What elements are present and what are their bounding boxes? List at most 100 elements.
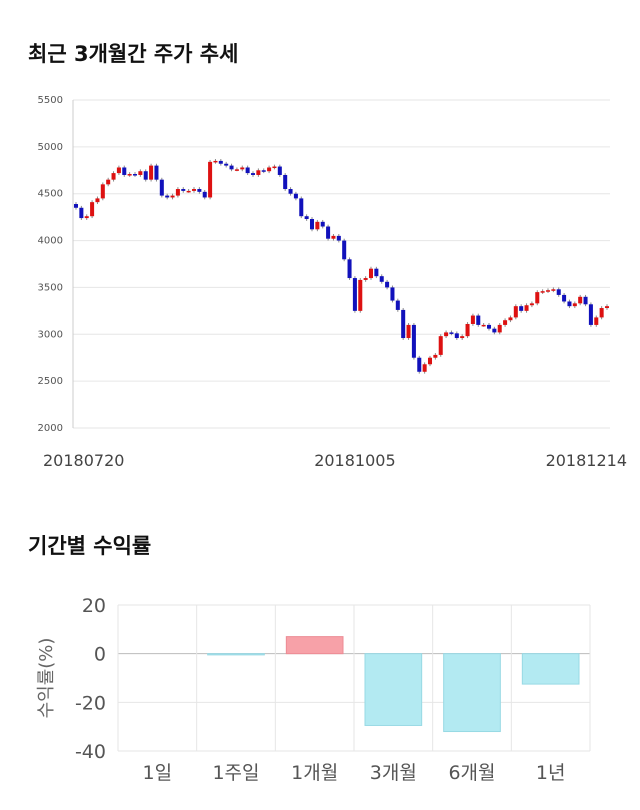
x-tick-label: 1주일 (212, 762, 259, 784)
candle-body (379, 276, 384, 282)
candle-body (551, 289, 556, 291)
x-tick-label: 1년 (536, 762, 566, 784)
x-tick-label: 1개월 (291, 762, 338, 784)
x-tick-label: 20181214 (546, 451, 627, 470)
candle-body (529, 303, 534, 306)
candle-body (191, 189, 197, 191)
candle-body (159, 179, 164, 196)
y-tick-label: 5000 (38, 142, 63, 153)
candle-body (524, 305, 529, 311)
candle-body (218, 160, 223, 164)
candle-body (336, 235, 341, 241)
candle-body (444, 332, 449, 337)
candle-body (470, 315, 475, 324)
candle-body (261, 170, 266, 172)
candle-body (267, 167, 272, 172)
x-tick-label: 3개월 (370, 762, 417, 784)
candle-body (277, 166, 282, 175)
return-bar (364, 653, 423, 726)
candle-body (208, 161, 213, 198)
x-tick-label: 6개월 (448, 762, 495, 784)
price-chart-title: 최근 3개월간 주가 추세 (28, 42, 239, 66)
candle-body (197, 189, 202, 192)
candle-body (449, 332, 454, 334)
x-tick-label: 20181005 (314, 451, 395, 470)
candle-body (95, 198, 100, 203)
candle-body (250, 173, 256, 175)
candle-body (288, 189, 293, 194)
candle-body (513, 306, 518, 318)
return-chart-title: 기간별 수익률 (28, 534, 152, 558)
period-return-bar-chart: 20 0 -20 -40 수익률(%) 1일 1주일 1개월 3개월 6개월 1년 (36, 595, 591, 784)
candle-body (411, 324, 416, 358)
y-tick-label: -40 (75, 741, 106, 763)
price-candlestick-chart: 2000 2500 3000 3500 4000 4500 5000 5500 20180720… (38, 95, 627, 470)
candle-body (417, 357, 422, 372)
candle-body (567, 301, 572, 307)
candle-body (224, 163, 229, 166)
candle-body (556, 289, 561, 295)
candle-body (508, 317, 513, 321)
candle-body (283, 174, 288, 190)
candle-body (497, 324, 502, 333)
y-tick-label: 4500 (38, 189, 63, 200)
candle-body (578, 296, 583, 304)
candle-body (374, 268, 379, 277)
candle-body (229, 165, 234, 170)
candle-body (599, 308, 604, 318)
y-tick-label: 0 (94, 644, 106, 666)
candle-body (486, 324, 492, 329)
candle-body (481, 324, 486, 327)
candle-body (84, 216, 89, 219)
candle-body (422, 364, 427, 372)
return-bar (285, 636, 344, 655)
candle-body (401, 309, 406, 339)
candle-body (406, 324, 411, 339)
candle-body (175, 189, 180, 196)
candle-body (256, 170, 261, 175)
y-tick-label: 5500 (38, 95, 63, 106)
candle-body (519, 306, 524, 311)
candle-body (122, 167, 127, 175)
candle-body (143, 171, 148, 180)
candle-body (181, 189, 186, 191)
candle-body (385, 281, 390, 288)
candle-body (476, 315, 481, 325)
y-tick-label: 20 (82, 595, 106, 617)
candle-body (331, 235, 336, 239)
y-axis-label: 수익률(%) (36, 638, 57, 719)
candle-body (213, 160, 218, 163)
candle-body (149, 165, 154, 180)
candle-body (545, 290, 551, 292)
y-tick-label: 3000 (38, 329, 63, 340)
candle-body (572, 303, 577, 307)
candle-body (127, 174, 132, 176)
candle-body (315, 221, 320, 230)
candle-body (79, 207, 84, 219)
x-tick-label: 20180720 (43, 451, 124, 470)
candle-body (111, 173, 116, 180)
candle-body (438, 336, 443, 355)
candle-body (309, 219, 315, 230)
candle-body (604, 306, 610, 309)
candle-body (116, 167, 121, 174)
candle-body (73, 204, 79, 208)
candle-body (154, 165, 159, 180)
candle-body (358, 279, 363, 311)
candle-body (395, 300, 400, 310)
candle-body (433, 354, 438, 358)
candle-body (363, 278, 368, 280)
candle-body (427, 357, 433, 365)
return-bar (207, 653, 265, 656)
candle-body (138, 171, 143, 175)
candle-body (492, 328, 497, 333)
candle-body (245, 167, 250, 174)
candle-body (240, 167, 245, 170)
candle-body (170, 195, 175, 198)
y-tick-label: 2000 (38, 423, 63, 434)
candle-body (100, 184, 105, 199)
candle-body (594, 317, 599, 325)
candle-body (347, 259, 352, 279)
return-bar (521, 653, 580, 685)
candle-body (503, 320, 508, 325)
